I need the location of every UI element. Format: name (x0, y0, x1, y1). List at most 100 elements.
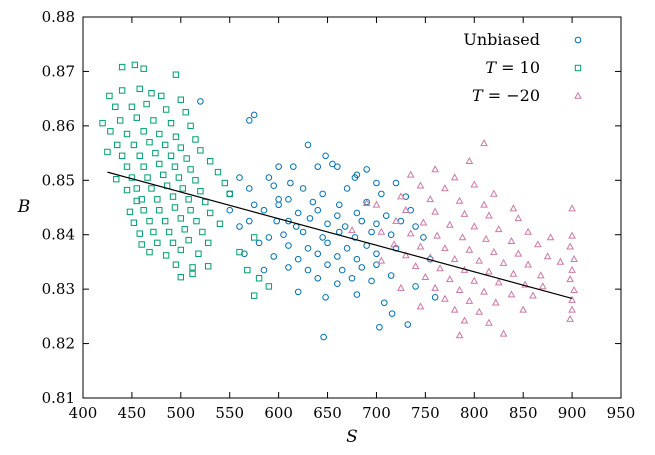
data-point (377, 256, 386, 264)
data-point (368, 277, 375, 285)
data-point (306, 215, 314, 222)
data-point (392, 179, 400, 187)
data-point (380, 299, 388, 307)
data-point (455, 285, 464, 294)
data-point (140, 163, 147, 170)
data-point (270, 182, 278, 190)
x-tick-label: 450 (118, 404, 147, 422)
data-point (334, 253, 341, 260)
data-point (216, 220, 224, 228)
data-point (143, 100, 150, 108)
data-point (314, 206, 322, 214)
data-point (205, 263, 212, 270)
data-point (245, 217, 253, 225)
legend-marker (574, 64, 582, 72)
data-point (566, 314, 574, 322)
data-point (441, 294, 449, 302)
data-point (177, 246, 185, 254)
data-point (128, 103, 136, 111)
data-point (197, 147, 204, 154)
data-point (480, 287, 488, 295)
data-point (491, 298, 500, 306)
data-point (524, 227, 532, 235)
data-point (192, 177, 199, 184)
data-point (373, 250, 380, 258)
data-point (255, 275, 263, 282)
data-point (390, 240, 398, 248)
data-point (382, 212, 390, 219)
data-point (226, 190, 234, 198)
data-point (338, 266, 346, 274)
data-point (368, 228, 375, 236)
data-point (172, 261, 180, 268)
data-point (353, 291, 361, 298)
data-point (319, 190, 326, 198)
data-point (420, 234, 427, 241)
data-point (485, 211, 493, 219)
data-point (392, 216, 400, 224)
data-point (373, 179, 380, 187)
data-point (480, 139, 488, 147)
data-point (123, 130, 131, 138)
data-point (175, 174, 183, 181)
data-point (404, 321, 412, 328)
data-point (265, 174, 273, 181)
data-point (290, 163, 297, 170)
data-point (250, 234, 258, 241)
data-point (314, 163, 322, 170)
data-point (524, 260, 532, 268)
data-point (136, 85, 143, 93)
data-point (118, 152, 126, 159)
data-point (221, 179, 229, 187)
data-point (397, 192, 405, 200)
data-point (335, 228, 343, 236)
data-point (236, 174, 243, 181)
data-point (441, 244, 449, 252)
data-point (250, 111, 258, 119)
data-point (206, 209, 214, 217)
data-point (299, 228, 307, 236)
x-tick-label: 400 (69, 404, 98, 422)
y-axis-label: B (17, 197, 31, 217)
data-point (411, 262, 420, 270)
data-point (107, 128, 114, 135)
data-point (133, 114, 141, 121)
data-point (353, 255, 361, 263)
data-point (140, 207, 147, 214)
data-point (265, 234, 273, 241)
data-point (114, 141, 121, 149)
y-tick-label: 0.87 (42, 62, 75, 80)
data-point (99, 119, 106, 127)
data-point (154, 196, 161, 203)
data-point (185, 196, 192, 203)
data-point (433, 231, 441, 239)
data-point (299, 185, 307, 192)
data-point (568, 305, 576, 313)
data-point (171, 204, 179, 211)
data-point (187, 166, 194, 173)
data-point (148, 90, 155, 97)
data-point (183, 155, 190, 162)
data-point (156, 207, 163, 214)
x-tick-label: 550 (215, 404, 244, 422)
series-square (99, 61, 273, 299)
data-point (353, 209, 361, 217)
data-points (99, 61, 578, 341)
data-point (118, 63, 126, 71)
data-point (245, 185, 253, 192)
data-point (304, 266, 312, 274)
data-point (465, 296, 474, 304)
data-point (450, 173, 459, 181)
data-point (529, 291, 537, 299)
data-point (130, 219, 138, 226)
data-point (324, 220, 331, 228)
data-point (566, 242, 574, 250)
data-point (294, 255, 302, 263)
data-point (181, 226, 188, 233)
data-point (275, 163, 282, 170)
data-point (568, 295, 576, 303)
data-point (133, 185, 141, 192)
data-point (260, 266, 268, 274)
data-point (412, 223, 419, 230)
data-point (566, 275, 574, 283)
